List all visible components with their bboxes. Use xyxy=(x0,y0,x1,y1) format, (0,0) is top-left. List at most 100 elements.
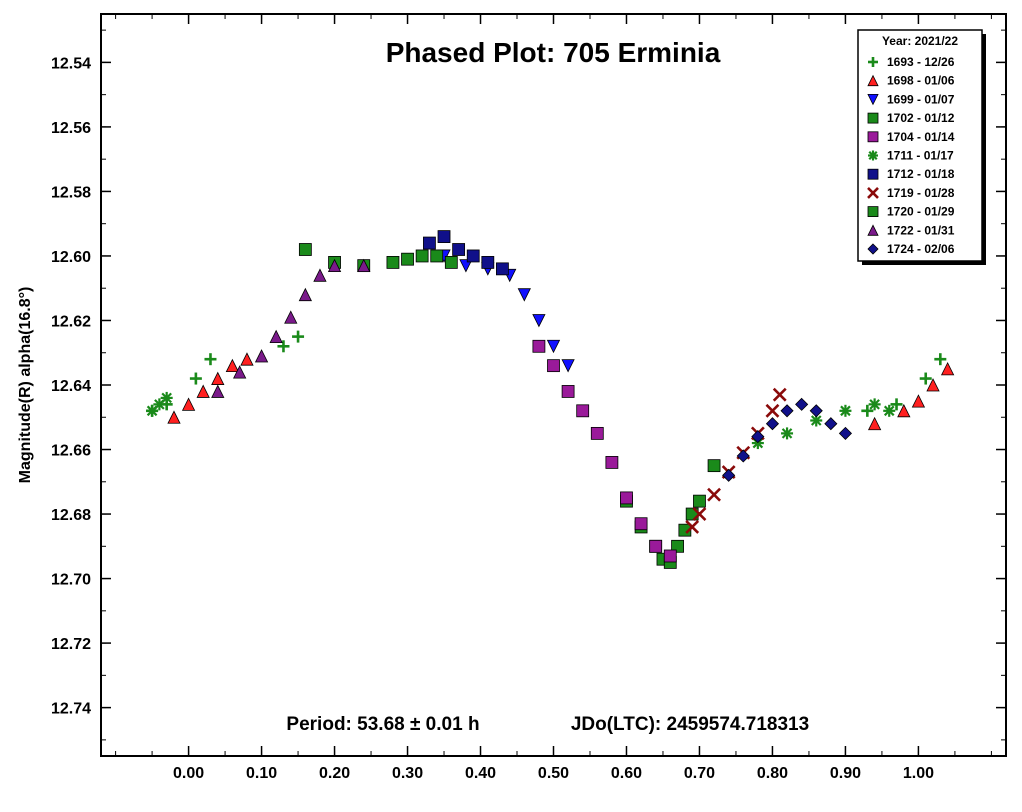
y-axis-label: Magnitude(R) alpha(16.8°) xyxy=(17,287,34,484)
data-point xyxy=(386,256,400,269)
data-point xyxy=(926,378,940,392)
legend-label: 1693 - 12/26 xyxy=(887,55,955,69)
x-tick-label: 0.80 xyxy=(757,765,788,782)
data-point xyxy=(547,359,560,373)
legend-marker xyxy=(867,186,879,199)
data-point xyxy=(707,459,721,473)
data-point xyxy=(225,358,240,373)
data-point xyxy=(838,426,853,440)
data-point xyxy=(452,243,466,256)
data-point xyxy=(934,353,947,366)
legend-marker xyxy=(868,150,878,161)
data-point xyxy=(160,391,173,404)
chart-title: Phased Plot: 705 Erminia xyxy=(386,37,721,68)
y-tick-label: 12.58 xyxy=(51,184,91,201)
legend-label: 1711 - 01/17 xyxy=(887,149,954,163)
y-tick-label: 12.64 xyxy=(51,378,91,395)
data-point xyxy=(313,268,327,282)
axis-ticks: 0.00 0.10 0.20 0.30 0.40 0.50 0.60 0.70 0.80 0.90… xyxy=(51,14,1006,782)
x-tick-label: 0.20 xyxy=(319,765,350,782)
data-point xyxy=(736,449,750,463)
data-point xyxy=(890,398,903,411)
data-point xyxy=(561,359,575,373)
data-point xyxy=(678,523,692,537)
data-point xyxy=(765,403,780,418)
legend-marker xyxy=(867,112,879,124)
data-point xyxy=(693,494,706,508)
x-tick-label: 0.70 xyxy=(684,765,715,782)
data-point xyxy=(576,404,590,418)
data-point xyxy=(517,288,531,302)
legend-marker xyxy=(867,131,879,143)
y-tick-label: 12.72 xyxy=(51,636,91,653)
data-point xyxy=(671,539,684,553)
data-point xyxy=(692,507,707,521)
data-point xyxy=(911,394,926,408)
jdo-annotation: JDo(LTC): 2459574.718313 xyxy=(571,714,809,735)
data-point xyxy=(181,397,196,411)
legend-marker xyxy=(867,168,879,180)
data-point xyxy=(765,417,780,431)
data-point xyxy=(167,410,181,424)
data-point xyxy=(284,310,298,324)
data-point xyxy=(423,236,436,250)
data-point xyxy=(327,258,342,273)
data-point xyxy=(919,372,932,385)
data-point xyxy=(298,243,312,256)
data-point xyxy=(620,491,633,505)
legend-label: 1698 - 01/06 xyxy=(887,74,955,88)
legend-label: 1719 - 01/28 xyxy=(887,186,955,200)
data-point xyxy=(211,384,225,398)
legend-items: 1693 - 12/26 1698 - 01/06 1699 - 01/07 1702… xyxy=(867,55,955,256)
data-point xyxy=(897,403,911,418)
x-tick-label: 1.00 xyxy=(903,765,934,782)
legend-marker xyxy=(867,206,879,218)
legend-marker xyxy=(867,74,879,87)
data-point xyxy=(590,426,604,440)
data-point xyxy=(883,404,896,417)
data-point xyxy=(357,258,371,273)
data-point xyxy=(780,404,794,418)
data-point xyxy=(809,404,823,418)
data-point xyxy=(415,249,429,263)
data-point xyxy=(561,385,575,398)
legend-box xyxy=(857,29,983,262)
data-point xyxy=(868,398,881,411)
x-tick-label: 0.50 xyxy=(538,765,569,782)
data-point xyxy=(211,371,225,385)
y-tick-label: 12.60 xyxy=(51,249,91,266)
data-point xyxy=(292,330,305,343)
x-tick-label: 0.30 xyxy=(392,765,423,782)
legend-marker xyxy=(867,94,879,106)
legend-title: Year: 2021/22 xyxy=(882,34,958,48)
data-point xyxy=(839,404,852,417)
data-point xyxy=(496,262,509,276)
data-point xyxy=(751,430,765,444)
legend-label: 1704 - 01/14 xyxy=(887,130,955,144)
data-point xyxy=(707,487,721,502)
x-tick-label: 0.40 xyxy=(465,765,496,782)
data-point xyxy=(459,259,473,273)
data-point xyxy=(532,339,546,353)
data-point xyxy=(189,372,202,385)
data-point xyxy=(781,427,794,440)
data-point xyxy=(605,456,619,469)
data-point xyxy=(277,340,290,353)
data-point xyxy=(824,417,838,431)
data-point xyxy=(861,404,874,417)
y-tick-label: 12.56 xyxy=(51,120,91,137)
data-point xyxy=(722,468,736,482)
data-point xyxy=(649,539,663,553)
data-point xyxy=(772,387,787,402)
data-point xyxy=(196,384,210,398)
legend-marker xyxy=(868,57,878,67)
y-tick-label: 12.70 xyxy=(51,572,91,589)
data-points xyxy=(146,230,955,569)
data-point xyxy=(233,365,247,379)
y-tick-label: 12.74 xyxy=(51,701,91,718)
plot-frame xyxy=(100,13,1007,757)
data-point xyxy=(444,256,458,269)
data-point xyxy=(269,329,283,344)
